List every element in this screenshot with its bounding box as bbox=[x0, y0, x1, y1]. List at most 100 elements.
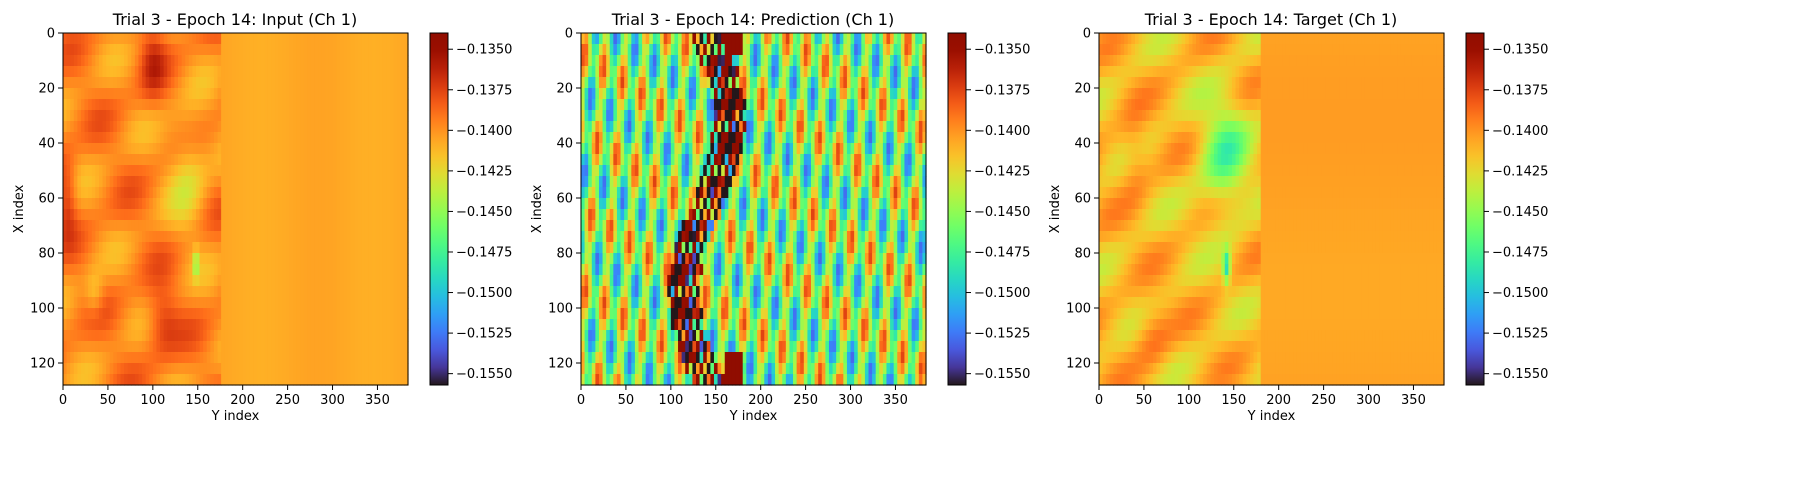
heatmap-cell bbox=[685, 77, 690, 89]
heatmap-cell bbox=[375, 77, 380, 89]
heatmap-cell bbox=[199, 198, 204, 210]
heatmap-cell bbox=[88, 286, 93, 298]
heatmap-cell bbox=[825, 66, 830, 78]
heatmap-cell bbox=[836, 121, 841, 133]
heatmap-cell bbox=[631, 66, 636, 78]
heatmap-cell bbox=[185, 253, 190, 265]
heatmap-cell bbox=[231, 352, 237, 364]
heatmap-cell bbox=[361, 264, 366, 276]
heatmap-cell bbox=[782, 110, 787, 122]
heatmap-cell bbox=[685, 132, 690, 144]
heatmap-cell bbox=[645, 66, 650, 78]
heatmap-cell bbox=[213, 275, 219, 287]
heatmap-cell bbox=[767, 154, 773, 166]
heatmap-cell bbox=[91, 187, 96, 199]
heatmap-cell bbox=[80, 374, 86, 386]
heatmap-cell bbox=[84, 330, 89, 342]
heatmap-cell bbox=[152, 198, 158, 210]
heatmap-cell bbox=[796, 176, 801, 188]
heatmap-cell bbox=[861, 143, 866, 155]
heatmap-cell bbox=[271, 143, 276, 155]
heatmap-cell bbox=[336, 77, 341, 89]
heatmap-cell bbox=[785, 33, 791, 45]
heatmap-cell bbox=[271, 165, 276, 177]
heatmap-cell bbox=[361, 330, 366, 342]
heatmap-cell bbox=[343, 319, 348, 331]
heatmap-cell bbox=[375, 165, 380, 177]
heatmap-cell bbox=[839, 55, 844, 67]
heatmap-cell bbox=[642, 231, 647, 243]
heatmap-cell bbox=[893, 77, 898, 89]
heatmap-cell bbox=[231, 286, 237, 298]
heatmap-cell bbox=[382, 297, 388, 309]
heatmap-cell bbox=[893, 220, 898, 232]
heatmap-cell bbox=[584, 88, 589, 100]
heatmap-cell bbox=[145, 297, 150, 309]
heatmap-cell bbox=[364, 66, 370, 78]
heatmap-cell bbox=[242, 176, 247, 188]
heatmap-cell bbox=[170, 363, 175, 375]
heatmap-cell bbox=[231, 319, 237, 331]
heatmap-cell bbox=[620, 99, 625, 111]
heatmap-cell bbox=[253, 264, 258, 276]
heatmap-cell bbox=[116, 77, 122, 89]
heatmap-cell bbox=[818, 55, 823, 67]
heatmap-cell bbox=[73, 242, 78, 254]
heatmap-cell bbox=[818, 176, 823, 188]
heatmap-cell bbox=[631, 209, 636, 221]
heatmap-cell bbox=[343, 121, 348, 133]
heatmap-cell bbox=[343, 198, 348, 210]
heatmap-cell bbox=[73, 187, 78, 199]
heatmap-cell bbox=[620, 88, 625, 100]
heatmap-cell bbox=[361, 374, 366, 386]
heatmap-cell bbox=[591, 198, 596, 210]
heatmap-cell bbox=[181, 209, 186, 221]
heatmap-cell bbox=[264, 330, 269, 342]
heatmap-cell bbox=[253, 220, 258, 232]
heatmap-cell bbox=[685, 220, 690, 232]
heatmap-cell bbox=[95, 242, 100, 254]
heatmap-cell bbox=[681, 176, 686, 188]
y-tick-label: 80 bbox=[38, 247, 55, 262]
heatmap-cell bbox=[814, 198, 819, 210]
heatmap-cell bbox=[678, 198, 683, 210]
heatmap-cell bbox=[696, 187, 701, 199]
heatmap-cell bbox=[803, 143, 808, 155]
heatmap-cell bbox=[800, 154, 805, 166]
heatmap-cell bbox=[336, 308, 341, 320]
heatmap-cell bbox=[318, 209, 323, 221]
heatmap-cell bbox=[160, 264, 165, 276]
heatmap-cell bbox=[321, 154, 326, 166]
heatmap-cell bbox=[285, 231, 290, 243]
heatmap-cell bbox=[239, 275, 244, 287]
heatmap-cell bbox=[260, 176, 265, 188]
heatmap-cell bbox=[109, 66, 114, 78]
heatmap-cell bbox=[213, 330, 219, 342]
heatmap-cell bbox=[350, 341, 355, 353]
heatmap-cell bbox=[192, 165, 197, 177]
heatmap-cell bbox=[185, 44, 190, 56]
heatmap-cell bbox=[80, 176, 86, 188]
heatmap-cell bbox=[346, 341, 352, 353]
heatmap-cell bbox=[70, 308, 75, 320]
heatmap-cell bbox=[918, 110, 923, 122]
heatmap-cell bbox=[235, 165, 240, 177]
heatmap-cell bbox=[120, 319, 125, 331]
heatmap-cell bbox=[613, 110, 618, 122]
heatmap-cell bbox=[170, 330, 175, 342]
heatmap-cell bbox=[138, 77, 143, 89]
heatmap-cell bbox=[178, 286, 183, 298]
heatmap-cell bbox=[922, 121, 927, 133]
heatmap-cell bbox=[379, 231, 384, 243]
heatmap-cell bbox=[188, 209, 193, 221]
heatmap-cell bbox=[760, 209, 765, 221]
heatmap-cell bbox=[354, 374, 359, 386]
heatmap-cell bbox=[922, 66, 927, 78]
heatmap-cell bbox=[843, 132, 848, 144]
heatmap-cell bbox=[631, 165, 636, 177]
heatmap-cell bbox=[645, 220, 650, 232]
heatmap-cell bbox=[70, 66, 75, 78]
heatmap-cell bbox=[213, 363, 219, 375]
heatmap-cell bbox=[821, 66, 826, 78]
heatmap-cell bbox=[228, 33, 233, 45]
